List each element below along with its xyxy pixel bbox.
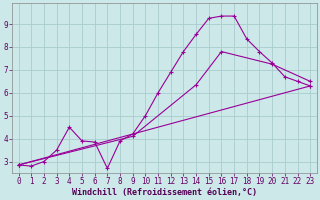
- X-axis label: Windchill (Refroidissement éolien,°C): Windchill (Refroidissement éolien,°C): [72, 188, 257, 197]
